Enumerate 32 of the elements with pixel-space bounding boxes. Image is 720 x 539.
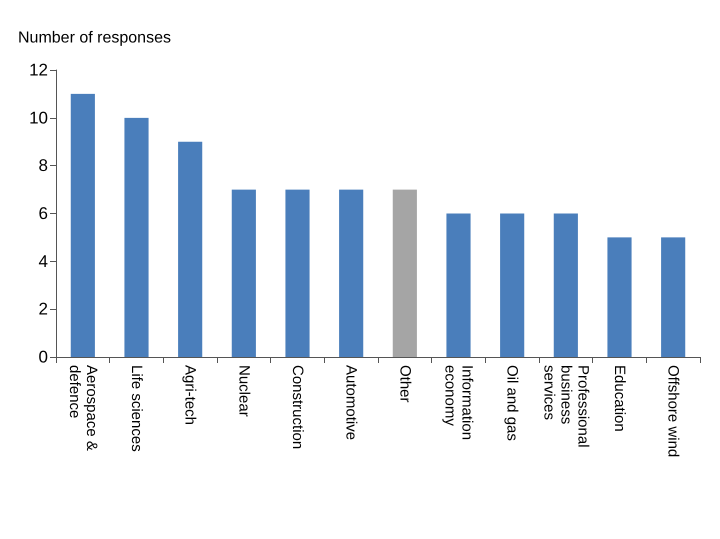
bar <box>70 94 95 357</box>
x-tick-label: Construction <box>289 365 306 450</box>
x-tick-label: Oil and gas <box>504 365 521 441</box>
x-tick-label: Agri-tech <box>182 365 199 426</box>
y-tick-label: 2 <box>38 300 48 319</box>
bar <box>339 190 364 357</box>
y-tick-label: 4 <box>38 252 48 271</box>
bar <box>500 214 524 357</box>
y-tick-label: 6 <box>38 204 48 223</box>
x-tick-label: Professional business services <box>540 365 592 452</box>
bar <box>124 118 149 357</box>
bar <box>285 190 310 357</box>
y-tick-label: 0 <box>38 348 48 366</box>
bar <box>446 214 471 357</box>
x-tick-label: Information economy <box>442 365 476 444</box>
y-tick-label: 8 <box>38 156 48 176</box>
bar <box>178 142 202 357</box>
x-tick-label: Offshore wind <box>664 365 682 458</box>
y-tick-label: 10 <box>29 108 48 128</box>
bar <box>232 190 256 357</box>
x-tick-label: Other <box>396 365 414 403</box>
y-tick-label: 12 <box>29 60 48 80</box>
bar <box>661 237 686 357</box>
x-tick-label: Education <box>611 365 628 432</box>
x-tick-label: Life sciences <box>128 365 145 452</box>
x-tick-label: Aerospace & defence <box>66 365 100 456</box>
bar <box>392 190 417 357</box>
bar <box>554 214 578 357</box>
bar <box>607 237 632 357</box>
x-tick-label: Automotive <box>342 365 360 440</box>
x-tick-label: Nuclear <box>235 365 252 417</box>
y-axis-title: Number of responses <box>18 30 171 46</box>
